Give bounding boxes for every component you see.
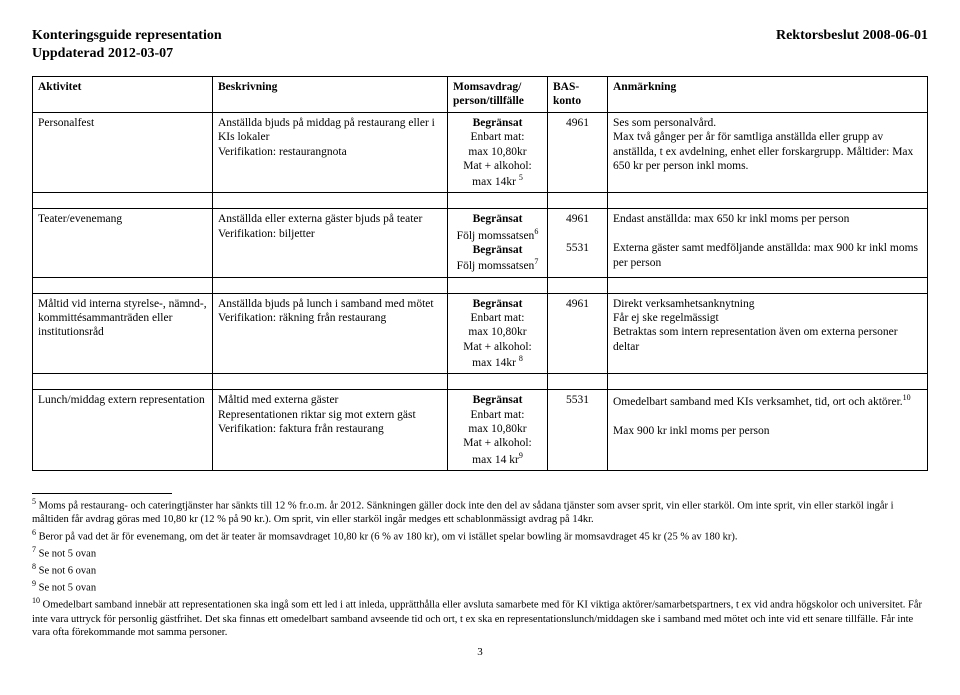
cell-bas: 4961	[548, 112, 608, 193]
text: Representationen riktar sig mot extern g…	[218, 409, 416, 421]
text: Måltid med externa gäster	[218, 394, 338, 406]
cell-beskrivning: Måltid med externa gäster Representation…	[213, 390, 448, 471]
text: Verifikation: räkning från restaurang	[218, 312, 386, 324]
footnote-ref: 5	[519, 173, 523, 182]
text: Verifikation: restaurangnota	[218, 146, 347, 158]
cell-anm: Endast anställda: max 650 kr inkl moms p…	[608, 209, 928, 277]
footnotes: 5 Moms på restaurang- och cateringtjänst…	[32, 493, 928, 640]
table-row: Lunch/middag extern representation Målti…	[33, 390, 928, 471]
text: Begränsat	[473, 298, 523, 310]
cell-aktivitet: Teater/evenemang	[33, 209, 213, 277]
col-aktivitet: Aktivitet	[33, 77, 213, 113]
footnote-7: Se not 5 ovan	[36, 548, 96, 559]
footnote-ref: 10	[903, 393, 911, 402]
text: Följ momssatsen	[457, 260, 535, 272]
text: Max 900 kr inkl moms per person	[613, 425, 770, 437]
text: Betraktas som intern representation även…	[613, 326, 898, 352]
text: Max två gånger per år för samtliga anstä…	[613, 131, 913, 172]
text: max 14kr	[472, 176, 519, 188]
text: 5531	[566, 242, 589, 254]
col-momsavdrag: Momsavdrag/ person/tillfälle	[448, 77, 548, 113]
text: Begränsat	[473, 394, 523, 406]
cell-aktivitet: Lunch/middag extern representation	[33, 390, 213, 471]
cell-bas: 4961	[548, 293, 608, 374]
cell-anm: Omedelbart samband med KIs verksamhet, t…	[608, 390, 928, 471]
table-row: Måltid vid interna styrelse-, nämnd-, ko…	[33, 293, 928, 374]
doc-updated: Uppdaterad 2012-03-07	[32, 46, 928, 62]
doc-title-left: Konteringsguide representation	[32, 28, 222, 44]
col-beskrivning: Beskrivning	[213, 77, 448, 113]
doc-title-right: Rektorsbeslut 2008-06-01	[776, 28, 928, 44]
cell-anm: Ses som personalvård. Max två gånger per…	[608, 112, 928, 193]
footnote-10: Omedelbart samband innebär att represent…	[32, 600, 922, 638]
text: Följ momssatsen	[457, 230, 535, 242]
footnote-5: Moms på restaurang- och cateringtjänster…	[32, 501, 894, 526]
text: Mat + alkohol:	[463, 160, 531, 172]
text: Anställda eller externa gäster bjuds på …	[218, 213, 422, 225]
text: Endast anställda: max 650 kr inkl moms p…	[613, 213, 849, 225]
cell-moms: Begränsat Följ momssatsen6 Begränsat Föl…	[448, 209, 548, 277]
text: max 10,80kr	[468, 326, 526, 338]
text: Begränsat	[473, 244, 523, 256]
text: Enbart mat:	[471, 409, 525, 421]
footnote-ref: 8	[519, 354, 523, 363]
col-anmarkning: Anmärkning	[608, 77, 928, 113]
footnote-8: Se not 6 ovan	[36, 566, 96, 577]
footnote-ref: 7	[534, 257, 538, 266]
text: max 10,80kr	[468, 423, 526, 435]
table-row: Personalfest Anställda bjuds på middag p…	[33, 112, 928, 193]
cell-beskrivning: Anställda bjuds på middag på restaurang …	[213, 112, 448, 193]
footnote-6: Beror på vad det är för evenemang, om de…	[36, 531, 738, 542]
footnote-ref: 9	[519, 451, 523, 460]
text: Anställda bjuds på lunch i samband med m…	[218, 298, 434, 310]
text: Begränsat	[473, 213, 523, 225]
text: Direkt verksamhetsanknytning	[613, 298, 754, 310]
footnote-ref: 6	[534, 227, 538, 236]
text: Anställda bjuds på middag på restaurang …	[218, 117, 435, 143]
text: Externa gäster samt medföljande anställd…	[613, 242, 918, 268]
cell-aktivitet: Måltid vid interna styrelse-, nämnd-, ko…	[33, 293, 213, 374]
text: Enbart mat:	[471, 312, 525, 324]
table-header-row: Aktivitet Beskrivning Momsavdrag/ person…	[33, 77, 928, 113]
page-number: 3	[32, 646, 928, 658]
text: Enbart mat:	[471, 131, 525, 143]
text: Får ej ske regelmässigt	[613, 312, 719, 324]
text: Ses som personalvård.	[613, 117, 716, 129]
text: max 14 kr	[472, 454, 519, 466]
table-row: Teater/evenemang Anställda eller externa…	[33, 209, 928, 277]
cell-aktivitet: Personalfest	[33, 112, 213, 193]
cell-moms: Begränsat Enbart mat: max 10,80kr Mat + …	[448, 390, 548, 471]
text: Mat + alkohol:	[463, 437, 531, 449]
main-table: Aktivitet Beskrivning Momsavdrag/ person…	[32, 76, 928, 471]
cell-moms: Begränsat Enbart mat: max 10,80kr Mat + …	[448, 293, 548, 374]
cell-beskrivning: Anställda eller externa gäster bjuds på …	[213, 209, 448, 277]
text: Begränsat	[473, 117, 523, 129]
footnote-9: Se not 5 ovan	[36, 583, 96, 594]
text: Mat + alkohol:	[463, 341, 531, 353]
cell-moms: Begränsat Enbart mat: max 10,80kr Mat + …	[448, 112, 548, 193]
text: max 14kr	[472, 357, 519, 369]
cell-bas: 4961 5531	[548, 209, 608, 277]
text: max 10,80kr	[468, 146, 526, 158]
cell-bas: 5531	[548, 390, 608, 471]
col-baskonto: BAS-konto	[548, 77, 608, 113]
text: Verifikation: biljetter	[218, 228, 315, 240]
text: Verifikation: faktura från restaurang	[218, 423, 384, 435]
text: Omedelbart samband med KIs verksamhet, t…	[613, 396, 903, 408]
cell-anm: Direkt verksamhetsanknytning Får ej ske …	[608, 293, 928, 374]
text: 4961	[566, 213, 589, 225]
cell-beskrivning: Anställda bjuds på lunch i samband med m…	[213, 293, 448, 374]
